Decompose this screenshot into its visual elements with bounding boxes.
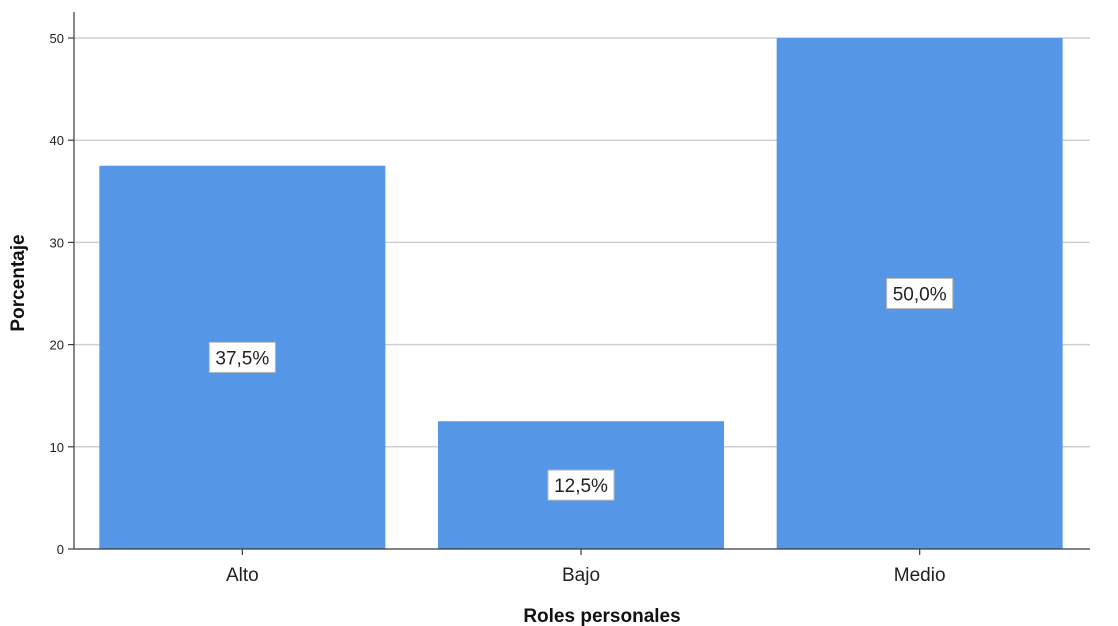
data-label-box-alto [208, 341, 276, 373]
y-tick-label-50: 50 [50, 31, 64, 46]
y-tick-label-10: 10 [50, 440, 64, 455]
data-labels: 37,5% 12,5% 50,0% [208, 278, 954, 501]
data-label-bajo: 12,5% [554, 476, 608, 497]
x-tick-label-alto: Alto [226, 565, 259, 586]
data-label-box-bajo [547, 469, 615, 501]
y-tick-label-20: 20 [50, 338, 64, 353]
y-tick-label-0: 0 [57, 542, 64, 557]
x-tick-label-bajo: Bajo [562, 565, 600, 586]
data-label-box-medio [886, 278, 954, 309]
y-tick-label-30: 30 [50, 235, 64, 250]
y-axis-title: Porcentaje [8, 234, 29, 331]
data-label-alto: 37,5% [215, 348, 269, 369]
y-tick-label-40: 40 [50, 133, 64, 148]
data-label-medio: 50,0% [893, 285, 947, 306]
x-axis-title: Roles personales [523, 606, 680, 626]
x-tick-label-medio: Medio [894, 565, 946, 586]
axes: 0 10 20 30 40 50 Alto Bajo Medio [50, 12, 1090, 586]
